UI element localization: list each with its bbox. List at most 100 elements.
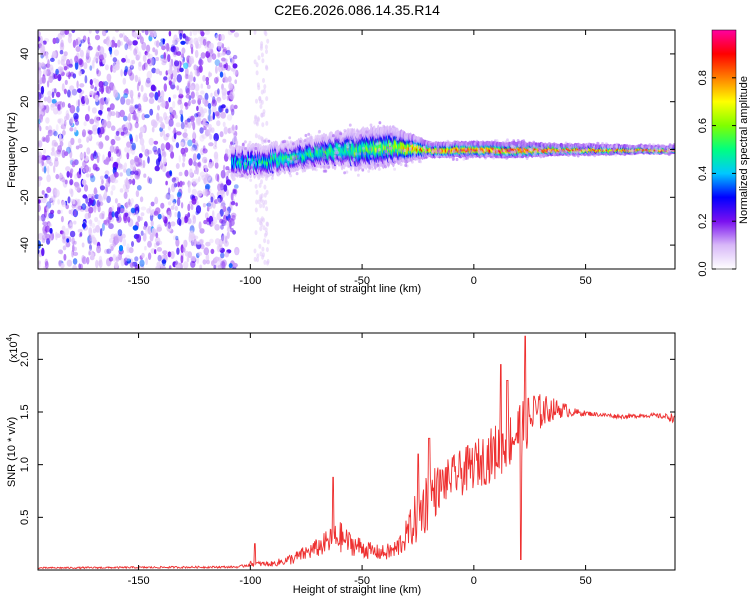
spectrogram-cell (98, 81, 104, 88)
spectrogram-cell (162, 129, 166, 136)
spectrogram-cell (40, 53, 44, 59)
spectrogram-cell (146, 58, 151, 65)
spectrogram-cell (169, 194, 175, 202)
spectrogram-cell (161, 60, 167, 66)
spectrogram-cell (42, 40, 47, 45)
spectrogram-cell (100, 175, 104, 180)
spectrogram-cell (127, 41, 134, 46)
spectrogram-cell (199, 36, 205, 46)
spectrogram-cell (258, 243, 262, 249)
spectrogram-cell (150, 201, 155, 207)
spectrogram-cell (76, 80, 79, 89)
spectrogram-cell (94, 115, 100, 124)
spectrogram-cell (111, 211, 115, 218)
spectrogram-cell (210, 127, 215, 133)
spectrogram-cell (150, 84, 156, 92)
spectrogram-cell (131, 142, 136, 151)
spectrogram-cell (177, 99, 181, 106)
spectrogram-cell (52, 37, 57, 45)
spectrogram-cell (139, 259, 145, 267)
spectrogram-cell (136, 82, 140, 92)
spectrogram-cell (161, 151, 167, 158)
spectrogram-cell (134, 203, 140, 213)
spectrogram-cell (90, 252, 95, 257)
spectrogram-cell (50, 151, 55, 156)
spectrogram-cell (144, 229, 149, 235)
spectrogram-cell (45, 125, 49, 131)
spectrogram-cell (142, 94, 147, 103)
spectrogram-cell (180, 202, 184, 209)
spectrogram-cell (80, 263, 83, 269)
spectrogram-cell (41, 160, 44, 167)
spectrogram-cell (188, 158, 193, 166)
spectrogram-cell (110, 190, 114, 196)
spectrogram-cell (223, 64, 227, 69)
spectrogram-cell (163, 112, 168, 121)
spectrogram-cell (81, 129, 87, 138)
spectrogram-cell (96, 70, 102, 77)
spectrogram-cell (74, 55, 79, 64)
spectrogram-cell (235, 140, 238, 144)
spectrogram-cell (110, 138, 116, 146)
spectrogram-cell (233, 32, 240, 38)
spectrogram-cell (72, 258, 78, 265)
spectrogram-cell (134, 74, 139, 83)
spectrogram-cell (216, 45, 222, 52)
spectrogram-cell (59, 173, 63, 179)
spectrogram-cell (113, 89, 119, 99)
spectrogram-cell (157, 254, 162, 262)
spectrogram-cell (189, 85, 195, 91)
spectrogram-cell (139, 137, 145, 146)
spectrogram-cell (128, 211, 131, 217)
spectrogram-cell (174, 76, 177, 82)
spectrogram-cell (143, 173, 147, 178)
spectrogram-cell (88, 227, 93, 234)
spectrogram-cell (234, 79, 237, 84)
spectrogram-cell (221, 57, 226, 62)
spectrogram-cell (104, 174, 109, 179)
spectrogram-cell (235, 249, 239, 255)
spectrogram-cell (129, 90, 134, 99)
spectrogram-cell (155, 56, 160, 62)
spectrogram-cell (262, 78, 265, 83)
spectrogram-cell (129, 133, 133, 140)
spectrogram-cell (38, 232, 44, 241)
spectrogram-cell (226, 95, 230, 101)
spectrogram-cell (64, 179, 68, 185)
spectrogram-cell (38, 83, 41, 91)
spectrogram-cell (53, 159, 59, 168)
spectrogram-cell (193, 76, 196, 83)
spectrogram-cell (119, 188, 124, 193)
spectrogram-cell (127, 69, 133, 77)
spectrogram-cell (179, 32, 183, 40)
spectrogram-cell (231, 124, 235, 131)
spectrogram-cell (63, 88, 67, 95)
spectrogram-cell (180, 121, 185, 130)
spectrogram-cell (95, 225, 101, 233)
spectrogram-cell (178, 155, 181, 163)
spectrogram-cell (265, 49, 268, 55)
spectrogram-cell (65, 166, 71, 172)
spectrogram-cell (208, 42, 214, 50)
spectrogram-cell (87, 105, 91, 112)
spectrogram-cell (94, 53, 100, 62)
spectrogram-cell (79, 49, 84, 58)
spectrogram-cell (125, 254, 131, 262)
spectrogram-cell (163, 76, 168, 81)
spectrogram-cell (132, 178, 136, 186)
spectrogram-cell (47, 223, 53, 228)
spectrogram-cell (217, 183, 222, 192)
spectrogram-cell (129, 174, 133, 179)
spectrogram-cell (41, 234, 48, 241)
spectrogram-cell (198, 59, 204, 66)
spectrogram-cell (219, 218, 224, 224)
spectrogram-cell (224, 251, 229, 258)
spectrogram-cell (122, 115, 128, 122)
spectrogram-cell (95, 152, 101, 159)
spectrogram-cell (213, 91, 217, 97)
spectrogram-cell (230, 192, 234, 201)
spectrogram-cell (253, 119, 257, 125)
spectrogram-cell (156, 226, 162, 232)
spectrogram-cell (190, 43, 194, 50)
spectrogram-cell (286, 167, 289, 172)
